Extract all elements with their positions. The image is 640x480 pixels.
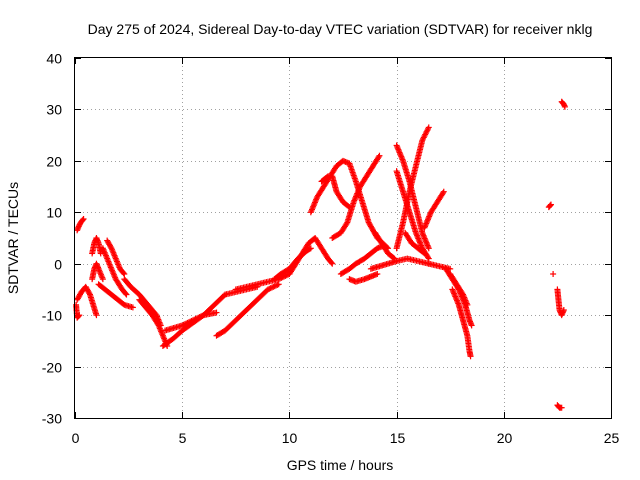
data-point	[76, 312, 83, 319]
data-point	[343, 220, 350, 227]
data-point	[188, 317, 195, 324]
data-point	[123, 291, 130, 298]
data-point	[439, 190, 446, 196]
data-point	[547, 201, 554, 208]
data-point	[270, 283, 277, 290]
data-point	[107, 244, 114, 250]
data-point	[464, 301, 471, 308]
data-point	[122, 290, 129, 297]
x-axis-tick-labels: 0 5 10 15 20 25	[72, 430, 620, 446]
data-point	[185, 319, 192, 326]
data-point	[425, 245, 432, 252]
data-point	[561, 103, 568, 110]
data-point	[273, 282, 279, 289]
grid-lines	[75, 58, 611, 418]
data-point	[189, 317, 196, 324]
data-point	[129, 304, 136, 311]
data-point	[440, 188, 447, 195]
x-tick-label: 25	[604, 430, 620, 446]
chart-title: Day 275 of 2024, Sidereal Day-to-day VTE…	[88, 21, 593, 37]
x-tick-label: 15	[390, 430, 406, 446]
data-point	[306, 245, 313, 252]
data-point	[187, 318, 194, 325]
data-point	[120, 269, 127, 276]
y-tick-label: -20	[42, 360, 62, 376]
data-point	[86, 290, 93, 297]
data-point	[468, 322, 475, 329]
data-point	[268, 284, 275, 291]
data-point	[180, 321, 187, 328]
y-tick-label: 20	[46, 154, 62, 170]
data-point	[547, 202, 554, 209]
data-point	[424, 254, 431, 261]
data-point	[191, 316, 198, 323]
data-point	[267, 285, 274, 292]
data-point	[345, 203, 352, 210]
y-tick-label: -10	[42, 308, 62, 324]
data-point	[254, 283, 261, 290]
data-point	[199, 312, 206, 319]
data-point	[558, 404, 565, 411]
x-tick-label: 20	[497, 430, 513, 446]
y-tick-label: 40	[46, 51, 62, 67]
data-point	[266, 285, 273, 292]
data-point	[195, 314, 202, 321]
data-point	[329, 260, 336, 267]
data-point	[307, 245, 314, 252]
data-point	[420, 249, 427, 256]
data-points	[73, 98, 568, 411]
data-point	[328, 259, 335, 266]
data-point	[323, 174, 330, 181]
data-point	[275, 281, 282, 288]
data-point	[550, 271, 557, 277]
data-point	[390, 254, 397, 261]
axis-ticks	[75, 58, 612, 419]
x-axis-label: GPS time / hours	[287, 457, 394, 473]
data-point	[221, 292, 228, 299]
data-point	[425, 124, 432, 131]
data-point	[80, 215, 87, 222]
y-tick-label: 0	[54, 257, 62, 273]
data-point	[97, 250, 104, 257]
data-point	[121, 271, 128, 277]
data-point	[375, 154, 382, 160]
data-point	[183, 320, 190, 327]
data-point	[213, 309, 220, 316]
y-axis-label: SDTVAR / TECUs	[5, 182, 21, 294]
data-point	[467, 353, 474, 360]
data-point	[264, 286, 271, 293]
data-point	[197, 313, 204, 320]
data-point	[99, 276, 106, 283]
y-tick-label: -30	[42, 411, 62, 427]
data-point	[376, 152, 383, 159]
data-point	[196, 314, 203, 321]
data-point	[93, 312, 100, 319]
x-tick-label: 0	[72, 430, 80, 446]
data-point	[75, 313, 82, 319]
data-point	[391, 255, 398, 262]
data-point	[184, 319, 191, 326]
data-point	[181, 321, 188, 328]
plot-frame	[74, 57, 612, 419]
data-point	[179, 322, 186, 329]
data-point	[274, 281, 281, 288]
data-point	[271, 283, 278, 290]
data-point	[192, 316, 199, 322]
y-tick-label: 30	[46, 102, 62, 118]
y-tick-label: 10	[46, 205, 62, 221]
data-point	[421, 250, 428, 257]
data-point	[374, 271, 381, 277]
x-tick-label: 5	[179, 430, 187, 446]
y-axis-tick-labels: 40 30 20 10 0 -10 -20 -30	[42, 51, 62, 427]
data-point	[425, 255, 432, 262]
x-tick-label: 10	[282, 430, 298, 446]
data-point	[79, 216, 86, 223]
data-point	[560, 307, 567, 313]
data-point	[193, 315, 200, 322]
data-point	[346, 204, 353, 211]
